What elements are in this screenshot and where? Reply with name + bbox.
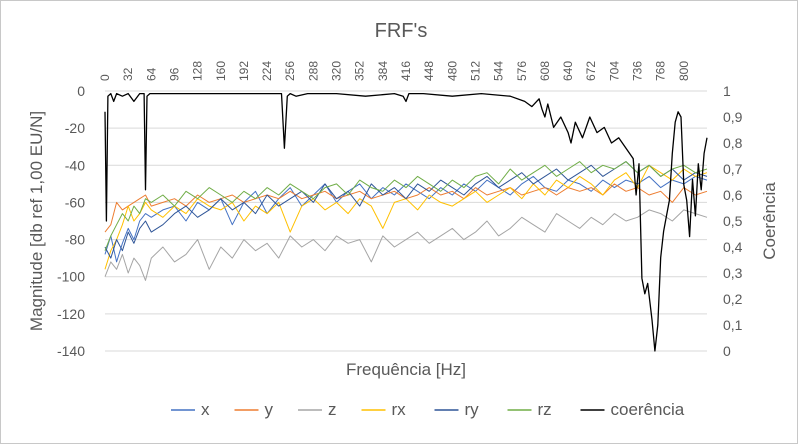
- y-axis-label: Magnitude [db ref 1,00 EU/N]: [27, 111, 46, 331]
- legend-item-coerência: coerência: [580, 400, 685, 419]
- y-tick-label: -60: [65, 194, 85, 210]
- x-tick-label: 160: [214, 61, 228, 81]
- series-line-ry: [104, 161, 708, 259]
- x-tick-label: 0: [98, 74, 112, 81]
- x-tick-label: 384: [376, 61, 390, 81]
- x-axis-label: Frequência [Hz]: [346, 360, 466, 379]
- x-tick-label: 576: [515, 61, 529, 81]
- y-tick-label: 0: [77, 83, 85, 99]
- legend-label: rx: [392, 400, 407, 419]
- y2-tick-label: 0,3: [723, 265, 743, 281]
- x-tick-label: 672: [584, 61, 598, 81]
- legend-item-rx: rx: [361, 400, 407, 419]
- series-line-coerência: [104, 92, 708, 352]
- legend-label: coerência: [611, 400, 685, 419]
- x-tick-label: 800: [677, 61, 691, 81]
- legend-label: y: [265, 400, 274, 419]
- x-tick-label: 640: [561, 61, 575, 81]
- x-tick-label: 736: [631, 61, 645, 81]
- chart-title: FRF's: [375, 20, 428, 42]
- series-line-x: [104, 175, 708, 263]
- y2-tick-label: 0,6: [723, 187, 743, 203]
- x-tick-label: 32: [121, 67, 135, 81]
- y-tick-label: -120: [57, 306, 85, 322]
- legend-item-z: z: [298, 400, 337, 419]
- y2-tick-label: 0,1: [723, 317, 743, 333]
- y-tick-label: -20: [65, 120, 85, 136]
- x-tick-label: 608: [538, 61, 552, 81]
- x-tick-label: 96: [167, 67, 181, 81]
- y2-tick-label: 0: [723, 343, 731, 359]
- y2-axis-label: Coerência: [760, 182, 779, 260]
- gridlines: [105, 90, 707, 352]
- x-tick-label: 544: [492, 61, 506, 81]
- y2-tick-label: 0,2: [723, 291, 743, 307]
- legend-item-y: y: [234, 400, 274, 419]
- series-line-rx: [104, 164, 708, 270]
- plot-series: [104, 92, 708, 352]
- legend-item-x: x: [171, 400, 210, 419]
- legend-label: x: [201, 400, 210, 419]
- series-line-y: [104, 183, 708, 233]
- y2-tick-label: 0,4: [723, 239, 743, 255]
- x-tick-label: 128: [191, 61, 205, 81]
- y-tick-label: -40: [65, 157, 85, 173]
- y2-tick-label: 0,9: [723, 109, 743, 125]
- x-tick-label: 512: [468, 61, 482, 81]
- x-tick-label: 64: [144, 67, 158, 81]
- legend-item-rz: rz: [507, 400, 552, 419]
- y2-tick-label: 1: [723, 83, 731, 99]
- legend-item-ry: ry: [434, 400, 480, 419]
- x-tick-label: 448: [422, 61, 436, 81]
- series-line-rz: [104, 161, 708, 251]
- y-tick-label: -100: [57, 269, 85, 285]
- y2-tick-label: 0,7: [723, 161, 743, 177]
- legend-label: rz: [538, 400, 552, 419]
- x-tick-label: 416: [399, 61, 413, 81]
- x-tick-label: 224: [260, 61, 274, 81]
- y2-tick-labels: 1 0,9 0,8 0,7 0,6 0,5 0,4 0,3 0,2 0,1 0: [723, 83, 743, 359]
- y-tick-labels: 0 -20 -40 -60 -80 -100 -120 -140: [57, 83, 85, 359]
- x-tick-label: 768: [654, 61, 668, 81]
- x-tick-label: 480: [445, 61, 459, 81]
- x-tick-label: 704: [607, 61, 621, 81]
- legend: x y z rx ry rz coerência: [171, 400, 685, 419]
- x-tick-label: 192: [237, 61, 251, 81]
- legend-label: z: [328, 400, 337, 419]
- x-tick-label: 256: [283, 61, 297, 81]
- series-line-z: [104, 209, 708, 281]
- x-tick-label: 352: [353, 61, 367, 81]
- y-tick-label: -80: [65, 232, 85, 248]
- x-tick-label: 320: [330, 61, 344, 81]
- y2-tick-label: 0,8: [723, 135, 743, 151]
- legend-label: ry: [465, 400, 480, 419]
- x-tick-label: 288: [306, 61, 320, 81]
- x-tick-labels: 0 32 64 96 128 160 192 224 256 288 320 352 384 416 448…: [98, 61, 691, 81]
- y-tick-label: -140: [57, 343, 85, 359]
- y2-tick-label: 0,5: [723, 213, 743, 229]
